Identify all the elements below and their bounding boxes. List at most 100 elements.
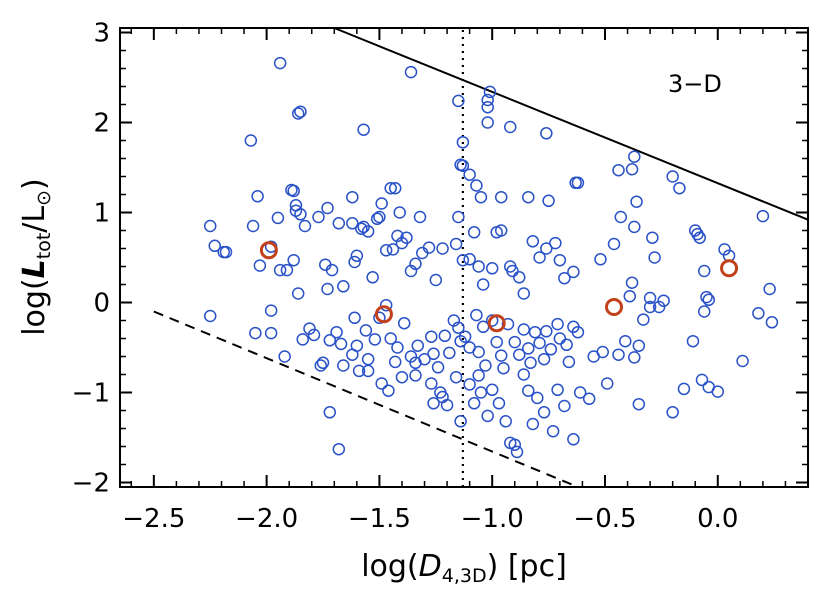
data-point [485,383,499,397]
x-tick-label: 0.0 [697,504,738,534]
data-point [657,294,670,307]
highlighted-data-point [487,314,506,333]
data-point [384,332,397,345]
data-point [643,300,657,314]
data-point [485,314,499,327]
data-point [203,219,217,233]
data-point [325,263,339,277]
data-point [463,168,476,181]
data-point [470,179,483,192]
data-point [476,278,490,291]
data-point [697,305,711,318]
y-tick-label: 0 [93,289,110,319]
data-point [756,209,770,223]
data-point [427,347,440,361]
data-point [573,386,587,399]
data-point [332,442,346,456]
data-point [513,348,526,361]
data-point [334,337,348,351]
y-axis-label-sub: tot [33,233,55,260]
data-point [382,384,395,397]
data-point [375,197,388,210]
data-point [711,385,725,398]
data-point [298,219,312,233]
data-point [395,370,409,384]
data-point [479,359,492,372]
data-point [542,194,555,208]
data-point [244,134,258,147]
data-point [544,343,558,356]
data-point [551,383,564,397]
data-point [526,235,540,248]
data-point [686,334,700,348]
data-point [494,349,508,362]
data-point [264,304,278,317]
data-point [271,211,285,225]
data-point [501,317,515,331]
data-point [307,328,321,342]
x-tick-label: −1.5 [348,504,411,534]
data-point [357,220,370,234]
data-point [614,210,628,224]
data-point [375,377,388,390]
data-point [497,361,510,375]
data-point [291,107,305,120]
data-point [736,354,749,368]
data-point [287,253,300,267]
data-point [246,219,260,233]
data-point [702,293,715,307]
highlighted-data-point [605,298,624,316]
data-point [404,65,418,79]
data-point [612,348,625,361]
y-axis-label-suffix: ) [17,178,52,190]
data-point [625,276,639,289]
data-point [425,330,438,343]
data-point [373,210,386,224]
data-point [481,93,494,107]
data-point [506,264,519,278]
x-tick-label: −1.0 [461,504,524,534]
axis-tick-labels: −2.5 −2.0 −1.5 −1.0 −0.5 0.0 −2 −1 0 1 2 3 [72,19,739,535]
data-point [467,226,481,239]
data-point [582,392,596,406]
data-point [648,251,661,264]
data-point [630,195,643,208]
data-point [503,120,517,134]
data-point [422,241,436,254]
data-point [357,123,370,136]
data-point [467,397,481,410]
data-point [463,253,476,266]
data-point [540,325,553,338]
x-axis-label-prefix: log( [361,549,418,584]
data-point [643,291,657,305]
data-point [427,397,440,410]
data-point [294,105,307,118]
data-point [481,100,494,114]
data-point [379,298,393,312]
data-point [558,271,571,285]
data-point [567,433,580,446]
data-point [361,352,375,366]
data-point [537,406,551,419]
plot-frame [119,27,809,488]
y-tick-label: −1 [72,379,110,409]
data-point [418,352,431,366]
data-point [253,259,267,272]
data-point [411,339,425,352]
data-point [632,397,646,411]
data-point [499,415,512,428]
data-point [291,287,305,300]
data-point [452,94,465,108]
data-point [533,251,546,264]
data-point [280,263,294,277]
data-point [458,330,472,343]
data-point [522,342,535,355]
y-axis-label-var: L [17,259,52,278]
data-point [296,333,309,346]
data-point [429,273,443,287]
data-point [517,368,531,381]
y-axis-label-prefix: log( [17,278,52,335]
data-point [316,356,330,370]
data-point [388,355,402,369]
data-point [490,335,503,349]
